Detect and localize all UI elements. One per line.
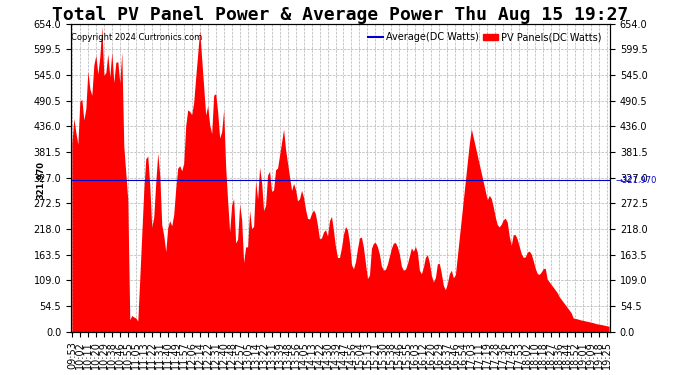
Text: →321.970: →321.970: [615, 176, 657, 184]
Text: 321.970: 321.970: [37, 161, 46, 199]
Title: Total PV Panel Power & Average Power Thu Aug 15 19:27: Total PV Panel Power & Average Power Thu…: [52, 6, 629, 24]
Legend: Average(DC Watts), PV Panels(DC Watts): Average(DC Watts), PV Panels(DC Watts): [364, 28, 605, 46]
Text: Copyright 2024 Curtronics.com: Copyright 2024 Curtronics.com: [72, 33, 203, 42]
